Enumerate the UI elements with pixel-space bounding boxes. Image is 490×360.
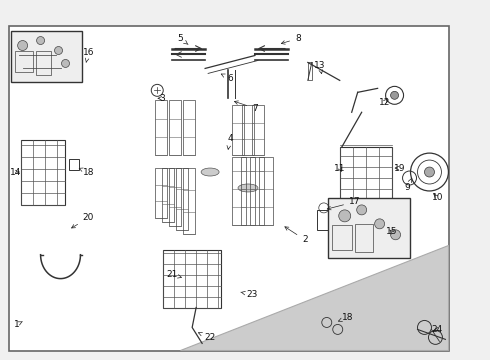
- Text: 13: 13: [314, 61, 325, 74]
- Bar: [328, 198, 410, 258]
- Bar: [169, 100, 181, 155]
- Bar: [15, 50, 33, 72]
- Text: 22: 22: [198, 332, 216, 342]
- Bar: [232, 105, 244, 155]
- Text: 12: 12: [379, 98, 391, 107]
- Circle shape: [339, 210, 351, 222]
- Text: 16: 16: [83, 48, 94, 63]
- Text: 19: 19: [394, 163, 405, 172]
- Text: 15: 15: [386, 227, 397, 236]
- Circle shape: [391, 230, 400, 240]
- Text: 11: 11: [334, 163, 345, 172]
- Bar: [340, 147, 392, 222]
- Circle shape: [62, 59, 70, 67]
- Bar: [162, 168, 174, 222]
- Circle shape: [375, 219, 385, 229]
- Text: 2: 2: [285, 227, 308, 244]
- Bar: [36, 50, 50, 75]
- Bar: [183, 168, 195, 234]
- Text: 18: 18: [339, 313, 353, 322]
- Bar: [163, 250, 221, 307]
- Text: 8: 8: [281, 34, 301, 44]
- Circle shape: [18, 41, 27, 50]
- Bar: [232, 157, 246, 225]
- Ellipse shape: [201, 168, 219, 176]
- Circle shape: [37, 37, 45, 45]
- Bar: [155, 168, 167, 218]
- Text: 5: 5: [177, 34, 188, 44]
- Text: 20: 20: [72, 213, 94, 228]
- Circle shape: [424, 167, 435, 177]
- Text: 17: 17: [327, 197, 361, 210]
- Text: 3: 3: [158, 94, 165, 103]
- Bar: [21, 140, 65, 205]
- Bar: [250, 157, 264, 225]
- Bar: [355, 224, 372, 252]
- Text: 21: 21: [167, 270, 181, 279]
- Bar: [308, 62, 312, 80]
- Bar: [169, 168, 181, 226]
- Bar: [176, 168, 188, 230]
- Bar: [242, 105, 254, 155]
- Bar: [155, 100, 167, 155]
- Bar: [317, 210, 331, 230]
- Circle shape: [357, 205, 367, 215]
- Text: 14: 14: [10, 167, 22, 176]
- Bar: [259, 157, 273, 225]
- Text: 10: 10: [432, 193, 443, 202]
- Bar: [11, 31, 82, 82]
- Text: 18: 18: [79, 167, 94, 176]
- Ellipse shape: [238, 184, 258, 192]
- Text: 23: 23: [241, 290, 258, 299]
- Bar: [332, 225, 352, 250]
- Polygon shape: [180, 245, 448, 350]
- Circle shape: [54, 46, 63, 54]
- Text: 1: 1: [14, 320, 23, 329]
- Text: 6: 6: [221, 74, 233, 83]
- Text: 24: 24: [432, 325, 443, 334]
- Text: 9: 9: [405, 178, 412, 193]
- Circle shape: [391, 91, 398, 99]
- Bar: [69, 159, 79, 170]
- Bar: [252, 105, 264, 155]
- Text: 7: 7: [234, 101, 258, 113]
- Bar: [241, 157, 255, 225]
- Text: 4: 4: [227, 134, 233, 149]
- Bar: [183, 100, 195, 155]
